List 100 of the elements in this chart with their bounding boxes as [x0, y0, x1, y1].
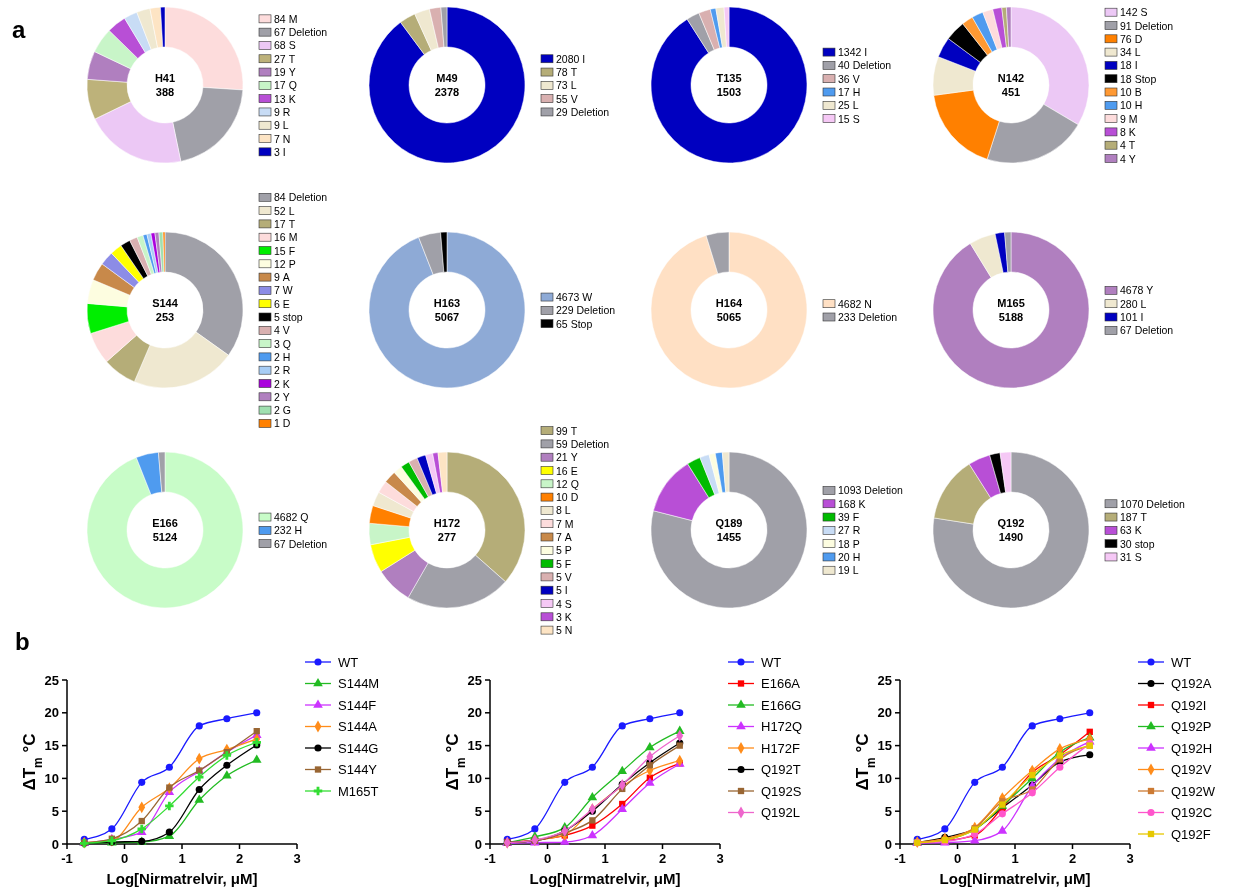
- text: 451: [1001, 86, 1021, 98]
- text: a: [12, 16, 26, 43]
- data-label: 30: [1120, 537, 1132, 550]
- text: H172: [433, 517, 461, 529]
- y-tick-label: 25: [877, 672, 892, 688]
- y-tick-label: 20: [44, 705, 59, 721]
- data-label: 4682: [838, 297, 862, 310]
- data-label: 67: [274, 26, 286, 39]
- legend-label: Y: [282, 390, 290, 403]
- legend-label: Deletion: [288, 26, 328, 39]
- legend-label: H172F: [761, 740, 801, 756]
- legend-label: B: [1134, 86, 1142, 98]
- data-label: 9: [274, 271, 280, 284]
- y-tick-label: 0: [51, 836, 59, 852]
- data-label: 233: [838, 311, 856, 323]
- data-label: 18: [1120, 59, 1132, 72]
- x-axis-title: Log[Nirmatrelvir, μM]: [106, 870, 258, 887]
- slice-label: I: [582, 52, 586, 65]
- data-label: 5: [556, 624, 562, 637]
- y-tick-label: 10: [44, 770, 59, 786]
- legend-label: M: [288, 231, 298, 244]
- legend-label: K: [1134, 524, 1142, 537]
- data-label: 5: [556, 570, 562, 583]
- legend-label: Y: [1128, 152, 1136, 165]
- data-label: 142: [1120, 6, 1138, 19]
- legend-label: L: [282, 119, 289, 132]
- x-tick-label: 2: [1068, 851, 1077, 866]
- legend-label: H: [294, 524, 303, 537]
- y-tick-label: 15: [877, 738, 892, 754]
- text: H41: [154, 72, 176, 84]
- legend-label: Q192P: [1171, 719, 1212, 734]
- data-label: 20: [838, 550, 850, 563]
- legend-label: stop: [1134, 537, 1155, 550]
- data-label: 4682: [274, 511, 298, 524]
- legend-label: Deletion: [570, 105, 610, 118]
- data-label: 27: [274, 52, 286, 65]
- text: 5188: [998, 311, 1024, 323]
- data-label: 5: [556, 557, 562, 570]
- legend-label: I: [1134, 59, 1138, 72]
- legend-label: S: [288, 39, 296, 52]
- legend-label: M: [1128, 112, 1138, 125]
- legend-label: V: [570, 92, 578, 105]
- data-label: 8: [556, 504, 562, 517]
- legend-label: I: [1140, 311, 1144, 323]
- x-tick-label: -1: [484, 851, 496, 866]
- legend-label: A: [564, 531, 572, 543]
- data-label: 17: [274, 79, 286, 92]
- legend-label: WT: [1171, 654, 1192, 670]
- data-label: 7: [556, 531, 562, 543]
- legend-label: Stop: [570, 317, 593, 330]
- data-label: 19: [838, 564, 850, 577]
- legend-label: D: [570, 491, 579, 504]
- legend-label: K: [1128, 125, 1136, 138]
- legend-label: Deletion: [858, 311, 898, 323]
- data-label: 2: [274, 350, 280, 363]
- legend-label: H: [852, 86, 861, 98]
- y-tick-label: 20: [467, 705, 482, 721]
- y-tick-label: 5: [51, 803, 59, 819]
- legend-label: M: [288, 12, 298, 25]
- y-tick-label: 25: [44, 672, 59, 688]
- data-label: 6: [274, 297, 280, 310]
- text: 5067: [434, 311, 460, 323]
- y-tick-label: 25: [467, 672, 482, 688]
- data-label: 18: [838, 537, 850, 550]
- data-label: 10: [556, 491, 568, 504]
- text: 1455: [716, 531, 742, 543]
- slice-label: Deletion: [864, 484, 904, 497]
- legend-label: Q192W: [1171, 783, 1216, 799]
- x-tick-label: 0: [953, 851, 962, 866]
- legend-label: Q192S: [761, 783, 802, 799]
- text: S144: [152, 297, 179, 309]
- data-label: 65: [556, 317, 568, 330]
- text: M165: [997, 297, 1025, 309]
- data-label: 40: [838, 59, 850, 72]
- data-label: 232: [274, 524, 292, 537]
- legend-label: Y: [570, 451, 578, 464]
- text: E166: [152, 517, 178, 529]
- data-label: 1: [274, 417, 280, 430]
- data-label: 10: [1120, 99, 1132, 112]
- legend-label: Q: [288, 79, 297, 92]
- legend-label: K: [858, 497, 866, 510]
- data-label: 76: [1120, 32, 1132, 45]
- data-label: 2: [274, 390, 280, 403]
- data-label: 29: [556, 105, 568, 118]
- legend-label: T: [570, 66, 578, 79]
- x-tick-label: 0: [120, 851, 129, 866]
- data-label: 99: [556, 424, 568, 437]
- data-label: 187: [1120, 511, 1138, 524]
- legend-label: S144F: [338, 697, 377, 713]
- y-tick-label: 15: [44, 738, 59, 754]
- legend-label: Q192V: [1171, 762, 1212, 777]
- legend-label: I: [282, 145, 286, 158]
- data-label: 4678: [1120, 284, 1144, 297]
- x-axis-title: Log[Nirmatrelvir, μM]: [939, 870, 1091, 887]
- legend-label: Q192A: [1171, 676, 1212, 691]
- data-label: 15: [274, 244, 286, 257]
- legend-label: Y: [288, 66, 296, 79]
- legend-label: P: [288, 257, 296, 270]
- data-label: 101: [1120, 311, 1138, 323]
- x-tick-label: 0: [543, 851, 552, 866]
